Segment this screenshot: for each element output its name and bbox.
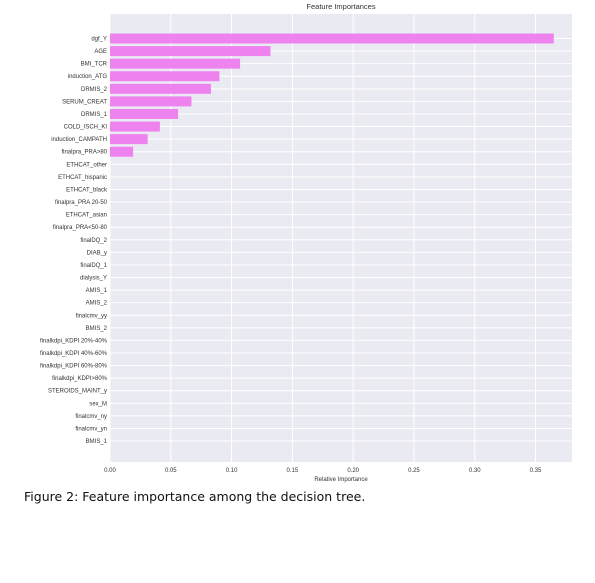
x-axis-label: Relative Importance [314, 477, 368, 483]
y-tick-label: finalkdpi_KDPI 40%-60% [40, 351, 108, 357]
y-tick-label: finalcmv_ny [75, 414, 107, 420]
x-tick-label: 0.25 [408, 468, 420, 474]
y-tick-label: induction_ATG [68, 74, 108, 80]
y-tick-label: SERUM_CREAT [62, 99, 107, 105]
y-tick-label: ETHCAT_hispanic [58, 175, 107, 181]
x-tick-label: 0.10 [226, 468, 238, 474]
bar [110, 146, 134, 157]
bar [110, 108, 179, 119]
y-tick-label: dialysis_Y [80, 276, 107, 282]
y-tick-label: ETHCAT_other [66, 162, 107, 168]
y-tick-label: finalpra_PRA>80 [61, 150, 107, 156]
y-tick-label: finalDQ_2 [80, 238, 107, 244]
bar [110, 71, 220, 82]
x-tick-label: 0.15 [287, 468, 299, 474]
bar [110, 96, 192, 107]
figure-caption: Figure 2: Feature importance among the d… [24, 489, 366, 504]
x-tick-label: 0.30 [469, 468, 481, 474]
y-tick-label: sex_M [89, 401, 107, 407]
y-tick-label: AGE [94, 49, 107, 55]
bar [110, 58, 241, 69]
y-tick-label: ETHCAT_asian [66, 213, 107, 219]
x-tick-label: 0.20 [347, 468, 359, 474]
bar [110, 134, 148, 145]
y-tick-label: STEROIDS_MAINT_y [48, 389, 107, 395]
y-tick-label: dgf_Y [91, 37, 107, 43]
y-tick-labels: dgf_Y AGE BMI_TCR induction_ATG DRMIS_2 SERUM… [40, 37, 108, 446]
y-tick-label: finalDQ_1 [80, 263, 107, 269]
y-tick-label: BMIS_1 [86, 439, 108, 445]
x-tick-label: 0.05 [165, 468, 177, 474]
y-tick-label: COLD_ISCH_KI [64, 125, 108, 131]
y-tick-label: finalcmv_yy [76, 313, 107, 319]
feature-importance-chart: dgf_Y AGE BMI_TCR induction_ATG DRMIS_2 SERUM… [40, 2, 572, 483]
y-tick-label: finalpra_PRA<50-80 [53, 225, 108, 231]
y-tick-label: induction_CAMPATH [51, 137, 107, 143]
y-tick-label: AMIS_1 [86, 288, 108, 294]
y-tick-label: AMIS_2 [86, 301, 108, 307]
y-tick-label: DRMIS_2 [81, 87, 108, 93]
bar [110, 121, 160, 132]
y-tick-label: ETHCAT_black [66, 187, 108, 193]
chart-title: Feature Importances [306, 2, 375, 11]
x-tick-label: 0.00 [104, 468, 116, 474]
y-tick-label: finalpra_PRA 20-50 [55, 200, 108, 206]
y-tick-label: BMIS_2 [86, 326, 108, 332]
y-tick-label: DIAB_y [87, 250, 107, 256]
bar [110, 83, 211, 94]
bar [110, 46, 271, 57]
y-tick-label: BMI_TCR [81, 62, 108, 68]
y-tick-label: finalkdpi_KDPI 60%-80% [40, 364, 108, 370]
bar [110, 33, 554, 44]
y-tick-label: finalkdpi_KDPI 20%-40% [40, 338, 108, 344]
x-tick-labels: 0.00 0.05 0.10 0.15 0.20 0.25 0.30 0.35 [104, 468, 542, 474]
x-tick-label: 0.35 [530, 468, 542, 474]
y-tick-label: DRMIS_1 [81, 112, 108, 118]
y-tick-label: finalkdpi_KDPI>80% [52, 376, 108, 382]
bars [110, 33, 554, 157]
y-tick-label: finalcmv_yn [75, 426, 107, 432]
